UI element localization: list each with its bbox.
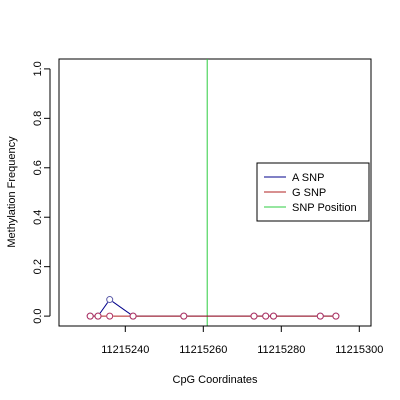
y-tick-label: 0.2 [32, 259, 44, 274]
x-tick-label: 11215280 [257, 344, 305, 356]
y-axis-title: Methylation Frequency [6, 136, 18, 248]
legend-label-snp-position: SNP Position [292, 202, 357, 214]
x-tick-label: 11215240 [101, 344, 149, 356]
series-line-a-snp [99, 302, 109, 314]
data-point-g-snp [180, 312, 188, 320]
data-point-a-snp [106, 296, 114, 304]
data-point-g-snp [86, 312, 94, 320]
data-point-g-snp [250, 312, 258, 320]
y-tick-label: 0.0 [32, 308, 44, 323]
x-axis-title: CpG Coordinates [173, 374, 258, 386]
series-layer [86, 296, 340, 320]
axis-layer: 0.0 0.2 0.4 0.6 0.8 1.0 11215240 11215260 112152… [32, 61, 383, 356]
data-point-g-snp [332, 312, 340, 320]
legend-label-a-snp: A SNP [292, 172, 324, 184]
data-point-g-snp [270, 312, 277, 320]
y-tick-label: 0.6 [32, 160, 44, 175]
data-point-g-snp [129, 312, 137, 320]
data-point-g-snp [316, 312, 324, 320]
data-point-g-snp [94, 312, 102, 320]
series-line-a-snp [112, 301, 131, 315]
x-tick-label: 11215260 [179, 344, 227, 356]
legend-label-g-snp: G SNP [292, 187, 326, 199]
x-tick-label: 11215300 [335, 344, 383, 356]
y-tick-label: 0.8 [32, 111, 44, 126]
data-point-g-snp [262, 312, 270, 320]
y-tick-label: 1.0 [32, 61, 44, 76]
data-point-g-snp [106, 312, 114, 320]
legend: A SNP G SNP SNP Position [256, 162, 370, 222]
y-tick-label: 0.4 [32, 210, 44, 225]
